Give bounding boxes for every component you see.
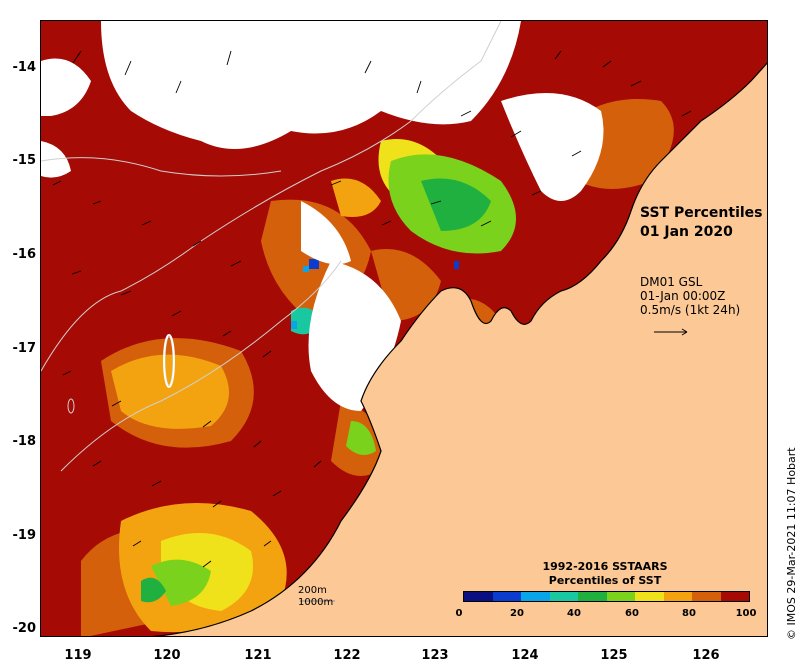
legend-title: 1992-2016 SSTAARS Percentiles of SST	[460, 560, 750, 588]
legend-swatch	[578, 592, 607, 601]
legend-tick: 60	[625, 608, 639, 619]
title-line-2: 01 Jan 2020	[640, 224, 733, 240]
y-tick-label: -14	[12, 60, 37, 75]
legend-swatch	[663, 592, 692, 601]
legend-tick: 0	[455, 608, 463, 619]
y-tick-label: -18	[12, 434, 37, 449]
legend-swatch	[635, 592, 664, 601]
legend-title-line-2: Percentiles of SST	[548, 574, 662, 587]
legend-swatch	[692, 592, 721, 601]
sst-map[interactable]	[40, 20, 768, 637]
model-info: DM01 GSL 01-Jan 00:00Z 0.5m/s (1kt 24h)	[640, 275, 740, 317]
green-patches	[141, 154, 516, 606]
model-name: DM01 GSL	[640, 275, 703, 289]
vector-scale-label: 0.5m/s (1kt 24h)	[640, 303, 741, 317]
legend-title-line-1: 1992-2016 SSTAARS	[542, 560, 668, 573]
x-tick-label: 125	[600, 648, 628, 663]
land	[151, 62, 767, 636]
model-time: 01-Jan 00:00Z	[640, 289, 726, 303]
x-tick-label: 121	[244, 648, 272, 663]
x-tick-label: 126	[692, 648, 720, 663]
depth-contour-key: 200m 1000m	[298, 585, 333, 609]
y-tick-label: -17	[12, 341, 37, 356]
reef-outline	[163, 334, 175, 388]
legend-swatch	[521, 592, 550, 601]
x-tick-label: 123	[421, 648, 449, 663]
y-tick-label: -16	[12, 247, 37, 262]
credit-text: © IMOS 29-Mar-2021 11:07 Hobart	[785, 447, 798, 640]
contour-1000m-label: 1000m	[298, 597, 334, 608]
title-line-1: SST Percentiles	[640, 205, 763, 221]
reference-vector	[654, 328, 688, 336]
map-title: SST Percentiles 01 Jan 2020	[640, 204, 763, 242]
no-data-areas	[41, 21, 604, 411]
current-vectors	[52, 50, 692, 568]
legend-tick: 80	[682, 608, 696, 619]
legend-colorbar	[463, 591, 750, 602]
x-tick-label: 124	[511, 648, 539, 663]
legend-swatch	[606, 592, 635, 601]
legend-swatch	[549, 592, 578, 601]
y-tick-label: -19	[12, 528, 37, 543]
legend-swatch	[492, 592, 521, 601]
legend-tick: 40	[567, 608, 581, 619]
x-tick-label: 122	[333, 648, 361, 663]
y-tick-label: -15	[12, 153, 37, 168]
y-tick-label: -20	[12, 621, 37, 636]
legend-swatch	[720, 592, 749, 601]
legend-tick: 20	[510, 608, 524, 619]
contour-200m-label: 200m	[298, 585, 327, 596]
x-tick-label: 119	[64, 648, 92, 663]
legend-swatch	[464, 592, 493, 601]
legend-tick: 100	[735, 608, 757, 619]
map-canvas	[41, 21, 767, 636]
x-tick-label: 120	[153, 648, 181, 663]
